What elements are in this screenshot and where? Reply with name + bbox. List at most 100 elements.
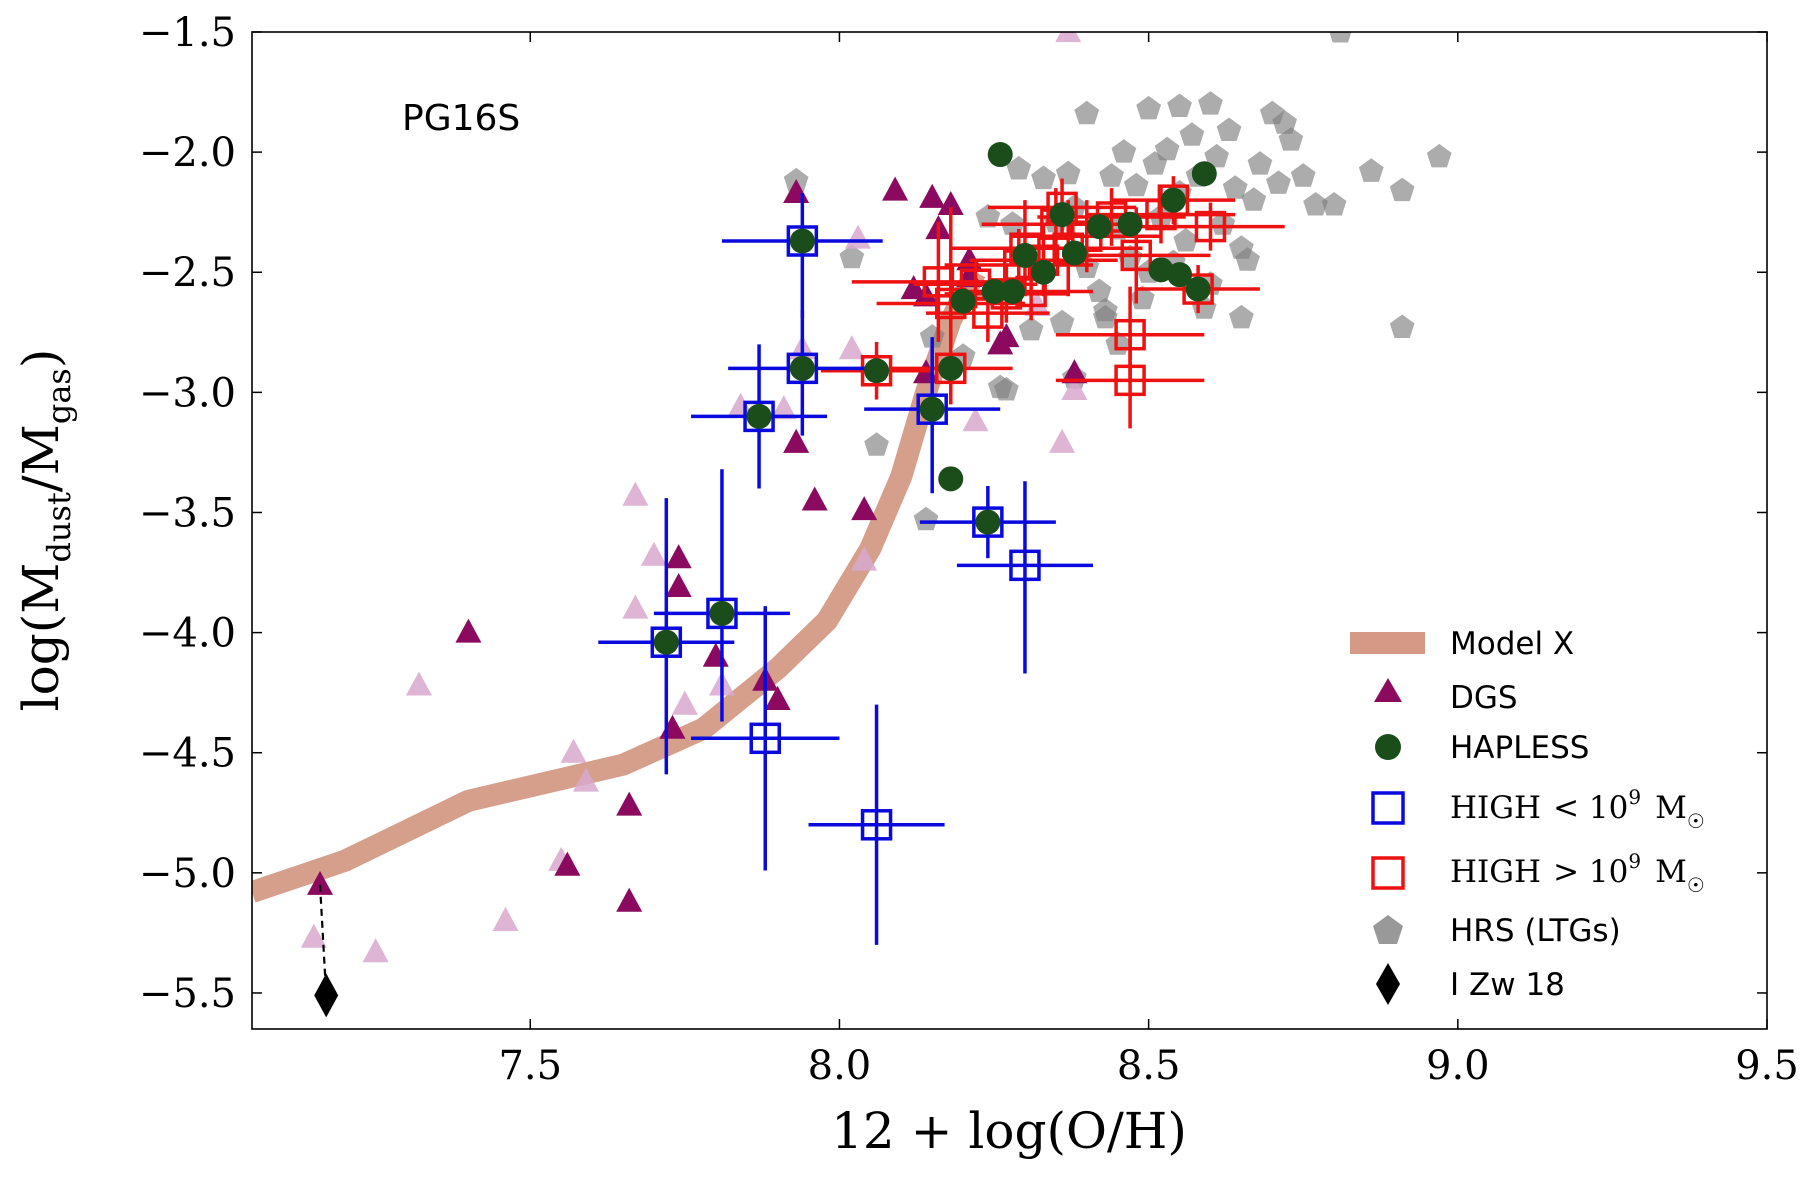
y-tick-label: −4.0 — [139, 611, 236, 657]
hrs-point — [1389, 314, 1415, 338]
y-tick-label: −4.5 — [139, 731, 236, 777]
hrs-point — [1222, 175, 1248, 199]
hapless-point — [981, 278, 1007, 304]
dgs-limit-point — [572, 767, 599, 792]
dgs-point — [455, 618, 482, 643]
high-low-point — [743, 400, 775, 433]
high-low-point — [749, 722, 781, 755]
hrs-point — [864, 432, 889, 456]
legend-item-dgs: DGS — [1374, 678, 1518, 716]
legend-swatch-high-low — [1371, 791, 1405, 825]
izw18-link — [318, 884, 328, 996]
x-tick-label: 8.0 — [808, 1043, 872, 1089]
legend-item-model: Model X — [1350, 626, 1574, 662]
hapless-point — [653, 629, 679, 655]
dgs-point — [937, 190, 964, 216]
hrs-point — [1136, 95, 1161, 120]
y-tick-label: −3.5 — [139, 490, 236, 536]
x-tick-label: 8.5 — [1117, 1043, 1181, 1089]
hrs-point — [1247, 151, 1273, 175]
hapless-point — [938, 466, 964, 492]
dgs-limit-point — [362, 938, 389, 963]
dgs-point — [702, 642, 729, 667]
hapless-point — [789, 355, 815, 381]
hapless-point — [709, 600, 735, 626]
legend-item-high-high: HIGH > 109 M☉ — [1371, 849, 1705, 897]
hapless-point — [1049, 202, 1075, 228]
hrs-point — [1031, 165, 1056, 190]
legend-label-model: Model X — [1450, 626, 1574, 662]
dgs-limit-point — [851, 546, 878, 571]
hapless-point — [919, 396, 945, 422]
dgs-point — [616, 887, 643, 912]
legend-swatch-izw18 — [1376, 963, 1400, 1005]
hapless-point — [789, 228, 815, 254]
dgs-limit-point — [770, 395, 797, 420]
hrs-point — [1018, 316, 1044, 341]
hrs-point — [1204, 143, 1229, 168]
dgs-limit-point — [492, 906, 519, 931]
legend-swatch-hapless — [1375, 734, 1401, 760]
hrs-point — [1099, 163, 1124, 187]
hrs-point — [1329, 32, 1352, 43]
hrs-point — [1290, 163, 1316, 187]
chart-annotation: PG16S — [402, 98, 520, 139]
hrs-point — [1167, 93, 1192, 117]
dgs-point — [764, 685, 791, 710]
legend-label-dgs: DGS — [1450, 680, 1518, 716]
dgs-point — [993, 323, 1020, 348]
dgs-point — [801, 486, 828, 511]
y-tick-label: −5.0 — [139, 851, 236, 897]
dgs-point — [665, 572, 692, 598]
dgs-point — [616, 791, 643, 816]
x-tick-label: 9.0 — [1426, 1043, 1490, 1089]
axis-ticks: 7.5 8.0 8.5 9.0 9.5 −1.5 −2.0 −2.5 −3.0 −3.5 −4.0 −… — [139, 10, 1799, 1089]
hapless-point — [1031, 259, 1057, 285]
hrs-point — [1389, 177, 1415, 202]
hapless-point — [1117, 211, 1143, 237]
y-tick-label: −3.0 — [139, 370, 236, 416]
hapless-point — [987, 142, 1013, 168]
high-low-point — [860, 809, 893, 841]
dgs-point — [307, 870, 334, 895]
plot-frame — [251, 31, 1768, 1030]
dgs-point — [665, 544, 692, 569]
legend-label-izw18: I Zw 18 — [1450, 967, 1565, 1003]
dgs-limit-point — [560, 738, 587, 763]
legend-item-hapless: HAPLESS — [1375, 730, 1589, 766]
hapless-point — [1185, 276, 1211, 302]
dgs-limit-point — [1061, 375, 1088, 401]
hrs-point — [1086, 278, 1112, 302]
hapless-point — [975, 509, 1001, 535]
hapless-point — [746, 403, 772, 429]
legend-item-hrs: HRS (LTGs) — [1373, 913, 1621, 949]
hrs-point — [1049, 309, 1075, 334]
hrs-point — [1278, 127, 1304, 151]
dgs-point — [919, 183, 946, 208]
y-tick-label: −1.5 — [139, 10, 236, 56]
hapless-point — [1061, 240, 1087, 266]
izw18-point — [314, 973, 339, 1018]
hrs-point — [1123, 172, 1149, 197]
legend-label-high-high: HIGH > 109 M☉ — [1450, 849, 1705, 897]
hapless-point — [950, 288, 976, 314]
dgs-limit-point — [962, 407, 989, 432]
legend-item-izw18: I Zw 18 — [1376, 963, 1565, 1005]
hrs-point — [1111, 139, 1137, 163]
dgs-limit-point — [1049, 428, 1076, 453]
dgs-limit-point — [622, 481, 649, 506]
legend-label-high-low: HIGH < 109 M☉ — [1450, 785, 1705, 833]
high-high-point — [935, 352, 967, 385]
dgs-limit-point — [622, 594, 649, 619]
hrs-point — [913, 506, 939, 531]
hrs-point — [975, 204, 1001, 228]
high-low-point — [972, 506, 1004, 538]
high-low-point — [786, 225, 819, 257]
hrs-point — [1303, 192, 1328, 216]
high-low-point — [916, 393, 948, 425]
hapless-point — [1012, 242, 1038, 268]
hrs-point — [1198, 91, 1223, 115]
hapless-point — [1167, 262, 1193, 288]
y-axis-title: log(Mdust/Mgas) — [12, 349, 78, 712]
